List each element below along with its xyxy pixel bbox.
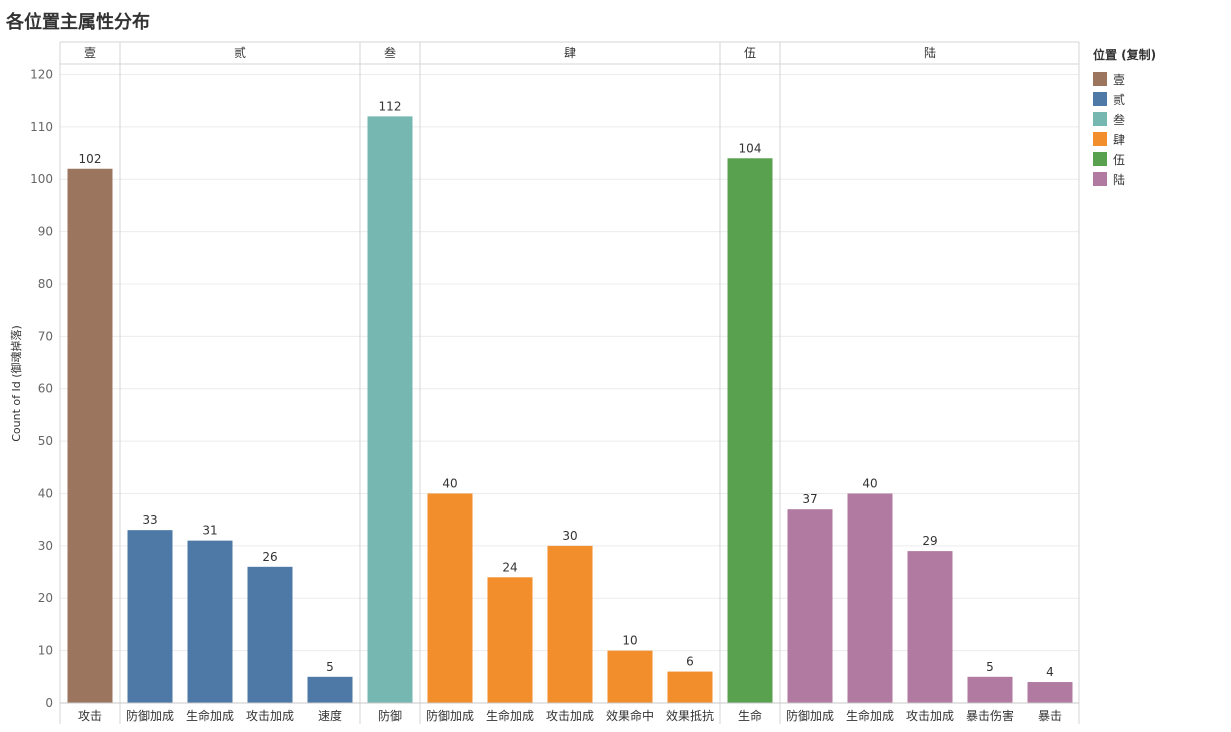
y-tick-label: 50 [38, 434, 53, 448]
x-tick-label: 生命 [738, 708, 762, 723]
bar [967, 676, 1013, 703]
bar [67, 168, 113, 704]
panel-header-6: 陆 [924, 45, 936, 60]
x-tick-label: 防御 [378, 708, 402, 723]
y-tick-label: 100 [30, 172, 53, 186]
legend-item: 叁 [1093, 109, 1156, 129]
legend-label: 壹 [1113, 72, 1126, 87]
legend-swatch [1093, 152, 1107, 166]
bar-value-label: 40 [862, 476, 877, 490]
x-tick-label: 效果抵抗 [666, 708, 714, 723]
bar [547, 545, 593, 703]
legend-item: 壹 [1093, 69, 1156, 89]
bar [127, 530, 173, 703]
chart-title: 各位置主属性分布 [6, 12, 150, 33]
x-tick-label: 防御加成 [126, 708, 174, 723]
y-tick-label: 10 [38, 644, 53, 658]
y-tick-label: 120 [30, 67, 53, 81]
legend-label: 叁 [1113, 112, 1126, 127]
x-tick-label: 暴击伤害 [966, 708, 1014, 723]
legend-items: 壹贰叁肆伍陆 [1093, 69, 1156, 189]
x-tick-label: 效果命中 [606, 708, 654, 723]
x-tick-label: 攻击加成 [906, 709, 954, 723]
bar-value-label: 102 [79, 152, 102, 166]
bar-value-label: 10 [622, 634, 637, 648]
x-tick-label: 防御加成 [426, 708, 474, 723]
legend-swatch [1093, 172, 1107, 186]
legend-item: 肆 [1093, 129, 1156, 149]
legend-label: 陆 [1113, 172, 1126, 187]
bar [847, 493, 893, 703]
legend-swatch [1093, 72, 1107, 86]
bar [727, 158, 773, 703]
bar-chart: 0 10 20 30 40 50 60 70 80 90 100 110 120 Count of Id … [9, 41, 1080, 724]
bar-value-label: 31 [202, 524, 217, 538]
bar-value-label: 29 [922, 534, 937, 548]
y-tick-label: 90 [38, 225, 53, 239]
panel-header-4: 肆 [564, 46, 576, 60]
panel-header-2: 贰 [234, 45, 246, 60]
legend-label: 贰 [1113, 92, 1126, 107]
bar [907, 551, 953, 703]
bar-value-label: 30 [562, 529, 577, 543]
legend-title: 位置 (复制) [1093, 48, 1157, 62]
y-axis-label: Count of Id (御魂掉落) [9, 325, 23, 442]
x-tick-label: 生命加成 [186, 708, 234, 723]
y-tick-label: 70 [38, 329, 53, 343]
bar-value-label: 40 [442, 476, 457, 490]
bar-value-label: 33 [142, 513, 157, 527]
panel-header-3: 叁 [384, 45, 396, 60]
panel-header-1: 壹 [84, 46, 96, 60]
x-tick-label: 速度 [318, 708, 342, 723]
x-tick-label: 攻击 [78, 709, 102, 723]
x-tick-label: 攻击加成 [246, 709, 294, 723]
bar [307, 676, 353, 703]
y-tick-label: 40 [38, 486, 53, 500]
y-tick-label: 80 [38, 277, 53, 291]
bar [787, 509, 833, 703]
x-tick-label: 攻击加成 [546, 709, 594, 723]
bar [367, 116, 413, 703]
legend-swatch [1093, 92, 1107, 106]
panel-header-5: 伍 [744, 46, 756, 60]
y-tick-label: 60 [38, 382, 53, 396]
legend-item: 伍 [1093, 149, 1156, 169]
y-tick-label: 0 [45, 696, 53, 710]
x-tick-label: 生命加成 [846, 708, 894, 723]
bar [487, 577, 533, 703]
bar [247, 566, 293, 703]
x-tick-label: 暴击 [1038, 709, 1062, 723]
legend-item: 陆 [1093, 169, 1156, 189]
bar-value-label: 5 [986, 660, 994, 674]
bar-value-label: 24 [502, 560, 517, 574]
bar [187, 540, 233, 703]
bar-value-label: 112 [379, 99, 402, 113]
y-tick-label: 20 [38, 591, 53, 605]
bar-value-label: 26 [262, 550, 277, 564]
y-tick-label: 30 [38, 539, 53, 553]
bar-value-label: 4 [1046, 665, 1054, 679]
x-tick-label: 防御加成 [786, 708, 834, 723]
y-tick-label: 110 [30, 120, 53, 134]
legend-item: 贰 [1093, 89, 1156, 109]
x-tick-label: 生命加成 [486, 708, 534, 723]
bar-value-label: 37 [802, 492, 817, 506]
bar [607, 650, 653, 703]
legend-swatch [1093, 112, 1107, 126]
bar-value-label: 6 [686, 655, 694, 669]
legend-label: 肆 [1113, 132, 1126, 147]
bar-value-label: 104 [739, 141, 762, 155]
legend: 位置 (复制) 壹贰叁肆伍陆 [1093, 46, 1156, 189]
bar [667, 671, 713, 703]
bar [427, 493, 473, 703]
bar-value-label: 5 [326, 660, 334, 674]
bar [1027, 682, 1073, 703]
legend-swatch [1093, 132, 1107, 146]
legend-label: 伍 [1113, 152, 1126, 167]
